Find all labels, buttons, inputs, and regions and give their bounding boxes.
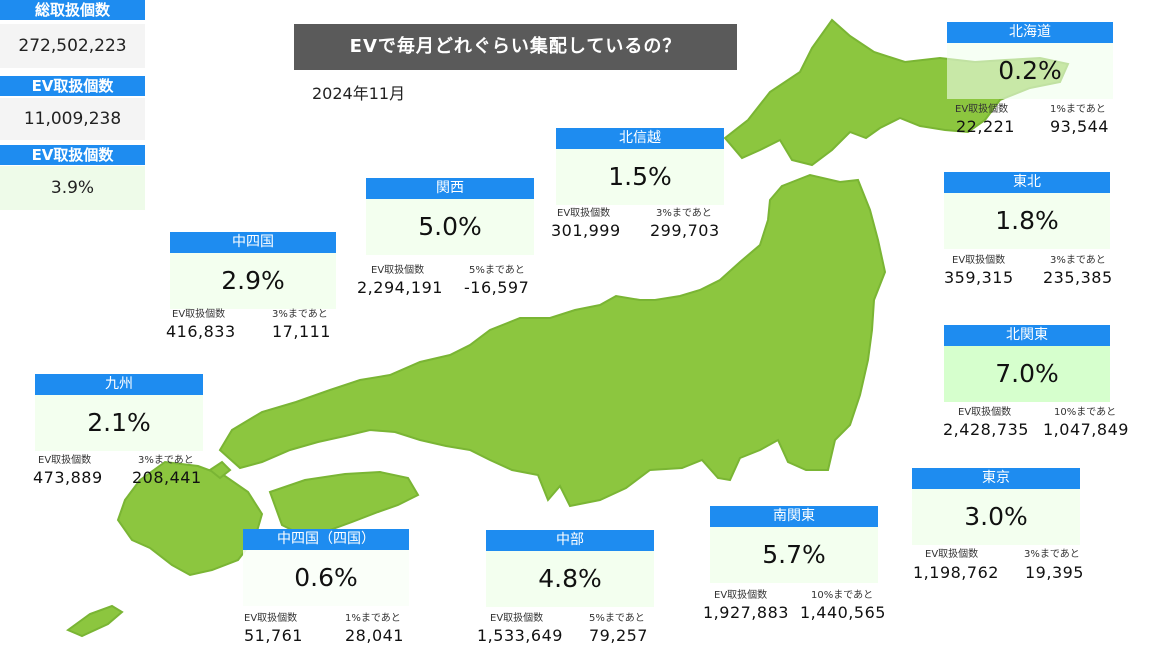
ev-count: 359,315 [944, 268, 1014, 287]
total-count-value: 272,502,223 [0, 24, 145, 68]
region-name: 東北 [944, 172, 1110, 193]
ev-count-header: EV取扱個数 [0, 76, 145, 96]
ev-count: 1,927,883 [703, 603, 789, 622]
region-card-chushikoku: 中四国 2.9% [170, 232, 336, 309]
island-shape [208, 460, 232, 480]
remain-count: 19,395 [1025, 563, 1084, 582]
remain-label: 3%まであと [656, 208, 712, 219]
ev-ratio-value: 3.9% [0, 166, 145, 210]
remain-count: 1,047,849 [1043, 420, 1129, 439]
remain-count: 299,703 [650, 221, 720, 240]
remain-label: 5%まであと [589, 613, 645, 624]
report-date: 2024年11月 [312, 84, 406, 103]
remain-count: 208,441 [132, 468, 202, 487]
island-shape [65, 604, 124, 638]
region-pct: 4.8% [486, 551, 654, 607]
remain-label: 10%まであと [811, 590, 874, 601]
region-pct: 5.0% [366, 199, 534, 255]
region-card-kitakanto: 北関東 7.0% [944, 325, 1110, 402]
remain-label: 3%まであと [272, 309, 328, 320]
region-name: 中四国（四国） [243, 529, 409, 550]
remain-count: 1,440,565 [800, 603, 886, 622]
remain-label: 10%まであと [1054, 407, 1117, 418]
remain-label: 5%まであと [469, 265, 525, 276]
ev-ratio-header: EV取扱個数 [0, 145, 145, 165]
ev-count: 416,833 [166, 322, 236, 341]
remain-label: 1%まであと [1050, 104, 1106, 115]
region-name: 北関東 [944, 325, 1110, 346]
ev-label: EV取扱個数 [925, 549, 979, 560]
region-card-hokkaido: 北海道 0.2% [947, 22, 1113, 99]
region-pct: 0.6% [243, 550, 409, 606]
region-pct: 2.9% [170, 253, 336, 309]
ev-label: EV取扱個数 [958, 407, 1012, 418]
region-name: 南関東 [710, 506, 878, 527]
ev-label: EV取扱個数 [244, 613, 298, 624]
remain-count: -16,597 [464, 278, 530, 297]
region-name: 北海道 [947, 22, 1113, 43]
ev-label: EV取扱個数 [955, 104, 1009, 115]
remain-count: 235,385 [1043, 268, 1113, 287]
region-card-kansai: 関西 5.0% [366, 178, 534, 255]
region-pct: 1.8% [944, 193, 1110, 249]
ev-count: 22,221 [956, 117, 1015, 136]
remain-count: 79,257 [589, 626, 648, 645]
shikoku-shape [268, 470, 420, 536]
region-pct: 7.0% [944, 346, 1110, 402]
ev-count: 1,198,762 [913, 563, 999, 582]
ev-count: 51,761 [244, 626, 303, 645]
ev-count: 301,999 [551, 221, 621, 240]
region-pct: 3.0% [912, 489, 1080, 545]
region-card-minamikanto: 南関東 5.7% [710, 506, 878, 583]
region-pct: 2.1% [35, 395, 203, 451]
ev-count: 2,294,191 [357, 278, 443, 297]
region-pct: 5.7% [710, 527, 878, 583]
remain-count: 93,544 [1050, 117, 1109, 136]
ev-count-value: 11,009,238 [0, 98, 145, 140]
ev-label: EV取扱個数 [714, 590, 768, 601]
region-name: 関西 [366, 178, 534, 199]
region-card-shikoku: 中四国（四国） 0.6% [243, 529, 409, 606]
remain-label: 3%まであと [138, 455, 194, 466]
ev-count: 1,533,649 [477, 626, 563, 645]
region-pct: 0.2% [947, 43, 1113, 99]
ev-label: EV取扱個数 [172, 309, 226, 320]
remain-label: 3%まであと [1050, 255, 1106, 266]
region-card-chubu: 中部 4.8% [486, 530, 654, 607]
remain-label: 3%まであと [1024, 549, 1080, 560]
honshu-shape [218, 173, 887, 508]
region-card-kyushu: 九州 2.1% [35, 374, 203, 451]
region-name: 九州 [35, 374, 203, 395]
region-name: 中四国 [170, 232, 336, 253]
region-card-tohoku: 東北 1.8% [944, 172, 1110, 249]
ev-label: EV取扱個数 [490, 613, 544, 624]
region-name: 東京 [912, 468, 1080, 489]
ev-count: 2,428,735 [943, 420, 1029, 439]
ev-label: EV取扱個数 [557, 208, 611, 219]
total-count-header: 総取扱個数 [0, 0, 145, 20]
remain-label: 1%まであと [345, 613, 401, 624]
ev-label: EV取扱個数 [952, 255, 1006, 266]
page-title: EVで毎月どれぐらい集配しているの？ [294, 24, 737, 70]
remain-count: 17,111 [272, 322, 331, 341]
ev-label: EV取扱個数 [38, 455, 92, 466]
ev-count: 473,889 [33, 468, 103, 487]
region-name: 北信越 [556, 128, 724, 149]
ev-label: EV取扱個数 [371, 265, 425, 276]
region-card-hokushinetsu: 北信越 1.5% [556, 128, 724, 205]
remain-count: 28,041 [345, 626, 404, 645]
region-name: 中部 [486, 530, 654, 551]
region-card-tokyo: 東京 3.0% [912, 468, 1080, 545]
region-pct: 1.5% [556, 149, 724, 205]
